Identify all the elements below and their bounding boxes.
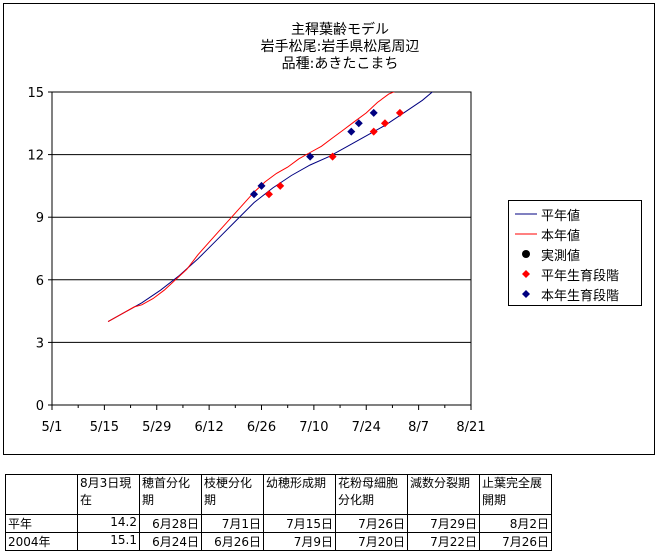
y-tick-label: 3 [36, 336, 44, 351]
series-marker-3 [276, 181, 285, 190]
y-tick-label: 9 [36, 211, 44, 226]
legend-item: 平年生育段階 [509, 264, 643, 284]
table-header-cell: 枝梗分化期 [201, 474, 264, 515]
series-marker-4 [354, 119, 363, 128]
table-cell: 14.2 [77, 514, 140, 533]
x-tick-label: 8/21 [456, 420, 485, 435]
legend-item: 実測値 [509, 244, 643, 264]
x-tick-label: 5/15 [90, 420, 119, 435]
table-cell: 7月20日 [335, 532, 408, 551]
legend-label: 平年値 [541, 209, 581, 224]
series-marker-4 [369, 108, 378, 117]
chart-legend: 平年値本年値実測値平年生育段階 本年生育段階 [508, 200, 642, 306]
table-cell: 7月26日 [479, 532, 552, 551]
x-tick-label: 7/10 [299, 420, 328, 435]
y-tick-label: 15 [27, 86, 44, 101]
table-cell: 8月2日 [479, 514, 552, 533]
legend-label: 実測値 [541, 249, 581, 264]
series-marker-4 [257, 181, 266, 190]
series-marker-3 [328, 152, 337, 161]
legend-symbol [522, 250, 530, 258]
table-cell: 7月1日 [201, 514, 264, 533]
table-row-label: 平年 [5, 514, 78, 533]
table-cell: 7月15日 [263, 514, 336, 533]
table-cell: 7月29日 [407, 514, 480, 533]
legend-item: 平年値 [509, 204, 643, 224]
series-marker-3 [369, 127, 378, 136]
table-header-cell: 8月3日現在 [77, 474, 140, 515]
table-header-cell: 穂首分化期 [139, 474, 202, 515]
y-tick-label: 12 [27, 149, 44, 164]
x-tick-label: 6/26 [247, 420, 276, 435]
series-marker-4 [347, 127, 356, 136]
table-header-cell [5, 474, 78, 515]
chart-title-line-2: 岩手松尾:岩手県松尾周辺 [260, 39, 420, 55]
legend-item: 本年生育段階 [509, 284, 643, 304]
table-cell: 6月28日 [139, 514, 202, 533]
legend-label: 平年生育段階 [541, 269, 620, 284]
plot-frame [51, 91, 472, 406]
table-header-cell: 止葉完全展開期 [479, 474, 552, 515]
table-cell: 7月26日 [335, 514, 408, 533]
growth-stage-table: 8月3日現在 穂首分化期 枝梗分化期 幼穂形成期 花粉母細胞分化期 減数分裂期 止葉完全展開… [5, 474, 552, 551]
table-cell: 15.1 [77, 532, 140, 551]
legend-item: 本年値 [509, 224, 643, 244]
x-tick-label: 5/1 [42, 420, 63, 435]
series-marker-4 [306, 152, 315, 161]
chart-plot: 0 3 6 9 12 15 5/1 5/15 5/29 6/12 6/26 7/10 7/24 8/7 8… [27, 86, 485, 435]
legend-symbol [515, 213, 537, 215]
series-marker-4 [250, 190, 259, 199]
table-cell: 6月24日 [139, 532, 202, 551]
table-row-label: 2004年 [5, 532, 78, 551]
table-cell: 7月22日 [407, 532, 480, 551]
y-tick-label: 0 [36, 399, 44, 414]
chart-title-line-1: 主稈葉齢モデル [291, 22, 389, 38]
x-tick-label: 8/7 [408, 420, 429, 435]
x-tick-label: 6/12 [195, 420, 224, 435]
legend-symbol [522, 270, 530, 278]
series-marker-3 [380, 119, 389, 128]
legend-symbol [522, 290, 530, 298]
legend-label: 本年生育段階 [541, 289, 620, 304]
series-marker-3 [264, 190, 273, 199]
chart-title-line-3: 品種:あきたこまち [281, 56, 399, 72]
table-header-cell: 減数分裂期 [407, 474, 480, 515]
x-tick-label: 5/29 [142, 420, 171, 435]
series-marker-3 [395, 108, 404, 117]
table-header-cell: 幼穂形成期 [263, 474, 336, 515]
table-cell: 6月26日 [201, 532, 264, 551]
table-header-cell: 花粉母細胞分化期 [335, 474, 408, 515]
table-row: 2004年 15.1 6月24日 6月26日 7月9日 7月20日 7月22日 7月26日 [5, 532, 552, 551]
table-row: 平年 14.2 6月28日 7月1日 7月15日 7月26日 7月29日 8月2日 [5, 514, 552, 533]
table-header-row: 8月3日現在 穂首分化期 枝梗分化期 幼穂形成期 花粉母細胞分化期 減数分裂期 止葉完全展開… [5, 474, 552, 515]
table-cell: 7月9日 [263, 532, 336, 551]
legend-symbol [515, 233, 537, 235]
x-tick-label: 7/24 [352, 420, 381, 435]
y-tick-label: 6 [36, 274, 44, 289]
legend-label: 本年値 [541, 229, 581, 244]
